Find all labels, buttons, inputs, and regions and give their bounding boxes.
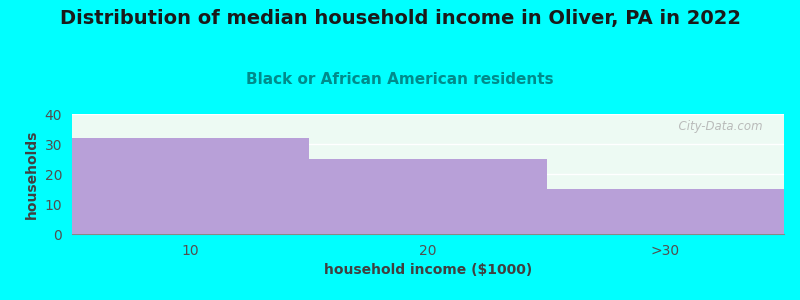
Text: Distribution of median household income in Oliver, PA in 2022: Distribution of median household income … <box>59 9 741 28</box>
Bar <box>72 138 310 234</box>
Y-axis label: households: households <box>25 129 39 219</box>
Text: City-Data.com: City-Data.com <box>671 120 762 133</box>
Bar <box>310 159 546 234</box>
X-axis label: household income ($1000): household income ($1000) <box>324 263 532 277</box>
Bar <box>546 189 784 234</box>
Text: Black or African American residents: Black or African American residents <box>246 72 554 87</box>
